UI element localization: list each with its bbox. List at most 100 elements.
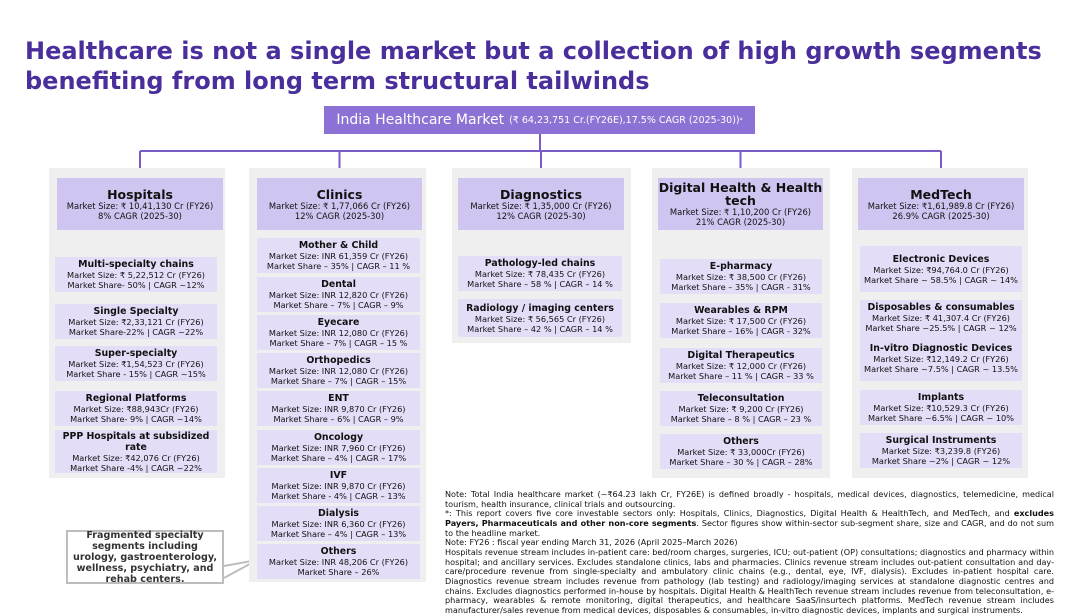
segment-box: Orthopedics Market Size: INR 12,080 Cr (F… <box>257 353 420 388</box>
segment-box: Eyecare Market Size: INR 12,080 Cr (FY26)… <box>257 315 420 350</box>
sector-header: Clinics Market Size: ₹ 1,77,066 Cr (FY26)… <box>257 178 422 230</box>
sector-name: Hospitals <box>107 186 173 202</box>
segment-box: PPP Hospitals at subsidized rate Market S… <box>55 430 217 473</box>
page-title: Healthcare is not a single market but a … <box>25 37 1042 95</box>
footnotes: Note: Total India healthcare market (~₹6… <box>445 489 1054 616</box>
segment-metric: Market Share – 16% | CAGR - 32% <box>671 326 811 336</box>
segment-box: In-vitro Diagnostic Devices Market Size: … <box>860 335 1022 381</box>
segment-metric: Market Share – 11 % | CAGR – 33 % <box>668 371 814 381</box>
segment-box: Others Market Size: INR 48,206 Cr (FY26) M… <box>257 544 420 579</box>
segment-name: Multi-specialty chains <box>78 259 194 270</box>
segment-metric: Market Share ~2% | CAGR ~ 12% <box>871 456 1011 466</box>
segment-name: Dialysis <box>317 508 360 519</box>
segment-metric: Market Share – 4% | CAGR – 13% <box>270 529 407 539</box>
note-revenue-streams: Hospitals revenue stream includes in-pat… <box>445 546 1054 615</box>
sector-metric: 12% CAGR (2025-30) <box>496 210 586 221</box>
segment-name: ENT <box>328 393 349 404</box>
segment-metric: Market Share – 8 % | CAGR – 23 % <box>670 414 812 424</box>
segment-box: Digital Therapeutics Market Size: ₹ 12,00… <box>660 348 822 383</box>
sector-header: Hospitals Market Size: ₹ 10,41,130 Cr (FY… <box>57 178 223 230</box>
segment-metric: Market Share- 9% | CAGR ~14% <box>70 414 202 424</box>
segment-name: Super-specialty <box>94 348 178 359</box>
segment-name: Eyecare <box>317 317 360 328</box>
segment-name: Wearables & RPM <box>694 305 788 316</box>
segment-name: Teleconsultation <box>697 393 785 404</box>
segment-metric: Market Share- 50% | CAGR ~12% <box>67 280 205 290</box>
segment-metric: Market Share – 30 % | CAGR – 28% <box>669 457 813 467</box>
segment-box: Wearables & RPM Market Size: ₹ 17,500 Cr … <box>660 303 822 338</box>
segment-metric: Market Size: INR 12,080 Cr (FY26) <box>268 366 409 376</box>
sector-metric: 26.9% CAGR (2025-30) <box>892 210 990 221</box>
segment-box: Mother & Child Market Size: INR 61,359 Cr… <box>257 238 420 273</box>
banner-footnote-mark: * <box>739 116 743 124</box>
segment-name: Oncology <box>313 432 364 443</box>
sector-name: Diagnostics <box>499 186 583 202</box>
segment-name: Others <box>723 436 759 447</box>
sector-metric: Market Size: ₹ 1,77,066 Cr (FY26) <box>268 200 411 211</box>
segment-box: Others Market Size: ₹ 33,000Cr (FY26) Mark… <box>660 434 822 469</box>
segment-box: E-pharmacy Market Size: ₹ 38,500 Cr (FY26… <box>660 259 822 294</box>
segment-metric: Market Size: ₹1,54,523 Cr (FY26) <box>68 359 204 369</box>
segment-metric: Market Share -4% | CAGR ~22% <box>70 462 202 473</box>
segment-box: Dental Market Size: INR 12,820 Cr (FY26) M… <box>257 277 420 312</box>
segment-name: Radiology / imaging centers <box>466 302 614 314</box>
segment-metric: Market Size: ₹ 12,000 Cr (FY26) <box>675 361 807 371</box>
segment-box: Surgical Instruments Market Size: ₹3,239.… <box>860 433 1022 468</box>
segment-box: Teleconsultation Market Size: ₹ 9,200 Cr … <box>660 391 822 426</box>
segment-metric: Market Size: INR 61,359 Cr (FY26) <box>268 251 409 261</box>
segment-metric: Market Share – 35% | CAGR - 31% <box>671 282 811 292</box>
note-scope: *: This report covers five core investab… <box>445 508 1054 538</box>
segment-metric: Market Size: ₹12,149.2 Cr (FY26) <box>873 353 1009 364</box>
segment-metric: Market Size: INR 9,870 Cr (FY26) <box>271 481 406 491</box>
segment-box: Oncology Market Size: INR 7,960 Cr (FY26)… <box>257 430 420 465</box>
note-market-definition: Note: Total India healthcare market (~₹6… <box>445 489 1054 509</box>
sector-metric: Market Size: ₹ 1,35,000 Cr (FY26) <box>470 200 612 211</box>
sector-metric: 21% CAGR (2025-30) <box>695 217 786 227</box>
segment-name: PPP Hospitals at subsidized rate <box>62 430 210 453</box>
fragmented-segments-callout: Fragmented specialty segments including … <box>66 530 224 585</box>
segment-metric: Market Share – 7% | CAGR – 15 % <box>269 338 408 348</box>
sector-metric: 8% CAGR (2025-30) <box>98 210 182 221</box>
segment-metric: Market Share ~25.5% | CAGR ~ 12% <box>865 323 1017 333</box>
sector-metric: Market Size: ₹1,61,989.8 Cr (FY26) <box>867 200 1015 211</box>
sector-header: Digital Health & Health tech Market Size:… <box>658 178 823 230</box>
segment-metric: Market Share – 35% | CAGR – 11 % <box>266 261 411 271</box>
segment-metric: Market Size: ₹2,33,121 Cr (FY26) <box>68 317 204 327</box>
segment-name: IVF <box>329 470 348 481</box>
segment-metric: Market Size: ₹94,764.0 Cr (FY26) <box>873 264 1009 275</box>
segment-metric: Market Share – 58 % | CAGR – 14 % <box>467 279 613 289</box>
segment-metric: Market Size: ₹3,239.8 (FY26) <box>881 446 1001 456</box>
segment-metric: Market Size: ₹88,943Cr (FY26) <box>73 404 199 414</box>
segment-box: Electronic Devices Market Size: ₹94,764.0… <box>860 246 1022 292</box>
market-banner: India Healthcare Market (₹ 64,23,751 Cr.… <box>324 106 755 134</box>
segment-box: ENT Market Size: INR 9,870 Cr (FY26) Marke… <box>257 391 420 426</box>
sector-name: MedTech <box>910 186 972 202</box>
segment-metric: Market Share ~7.5% | CAGR ~ 13.5% <box>864 363 1018 374</box>
segment-name: Pathology-led chains <box>484 258 596 269</box>
banner-detail: (₹ 64,23,751 Cr.(FY26E),17.5% CAGR (2025… <box>509 114 740 126</box>
segment-box: Multi-specialty chains Market Size: ₹ 5,2… <box>55 257 217 292</box>
segment-name: Regional Platforms <box>85 393 187 404</box>
segment-metric: Market Size: ₹ 56,565 Cr (FY26) <box>474 313 606 324</box>
segment-metric: Market Share ~6.5% | CAGR ~ 10% <box>867 413 1015 423</box>
segment-metric: Market Share - 15% | CAGR ~15% <box>66 369 206 379</box>
segment-metric: Market Share-22% | CAGR ~22% <box>68 327 204 337</box>
segment-box: Disposables & consumables Market Size: ₹ … <box>860 300 1022 335</box>
segment-name: Electronic Devices <box>892 253 990 265</box>
sector-metric: Market Size: ₹ 1,10,200 Cr (FY26) <box>669 207 812 217</box>
segment-metric: Market Size: INR 12,820 Cr (FY26) <box>268 290 409 300</box>
segment-box: Radiology / imaging centers Market Size: … <box>458 299 622 337</box>
segment-box: IVF Market Size: INR 9,870 Cr (FY26) Marke… <box>257 468 420 503</box>
segment-box: Pathology-led chains Market Size: ₹ 78,43… <box>458 256 622 291</box>
segment-metric: Market Share – 4% | CAGR – 17% <box>270 453 407 463</box>
segment-box: Super-specialty Market Size: ₹1,54,523 Cr… <box>55 346 217 381</box>
segment-metric: Market Size: ₹ 78,435 Cr (FY26) <box>474 269 606 279</box>
segment-metric: Market Size: ₹ 5,22,512 Cr (FY26) <box>67 270 205 280</box>
segment-metric: Market Share – 26% <box>297 567 380 577</box>
segment-metric: Market Size: INR 48,206 Cr (FY26) <box>268 557 409 567</box>
segment-metric: Market Size: ₹ 41,307.4 Cr (FY26) <box>872 313 1010 323</box>
segment-metric: Market Size: INR 6,360 Cr (FY26) <box>271 519 406 529</box>
segment-box: Dialysis Market Size: INR 6,360 Cr (FY26)… <box>257 506 420 541</box>
segment-box: Regional Platforms Market Size: ₹88,943Cr… <box>55 391 217 426</box>
segment-metric: Market Size: ₹ 17,500 Cr (FY26) <box>675 316 807 326</box>
